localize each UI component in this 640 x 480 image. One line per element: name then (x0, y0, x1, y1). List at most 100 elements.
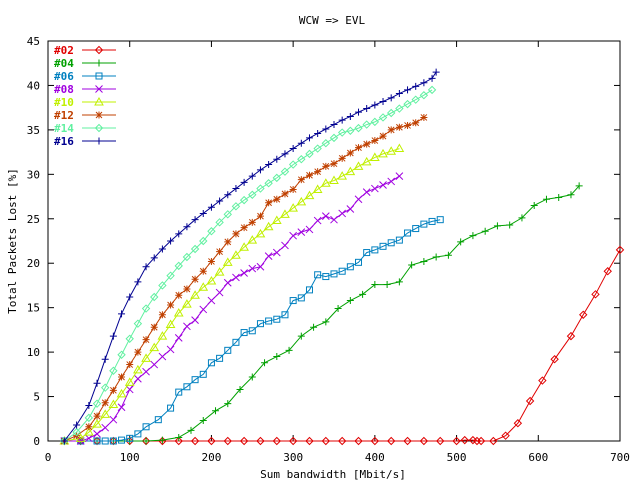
data-point (83, 427, 94, 436)
data-point (321, 212, 330, 220)
data-point (85, 401, 93, 409)
data-point (72, 427, 81, 437)
legend-label: #04 (54, 57, 74, 70)
data-point (100, 409, 111, 418)
data-point (272, 248, 281, 257)
data-point (346, 113, 354, 121)
data-point (403, 99, 412, 109)
data-point (256, 436, 265, 446)
data-point (142, 423, 150, 431)
legend-label: #06 (54, 70, 74, 83)
y-tick-label: 25 (27, 213, 40, 226)
data-point (395, 236, 403, 244)
data-point (199, 236, 208, 246)
legend: #02#04#06#08#10#12#14#16 (54, 44, 116, 148)
y-tick-label: 30 (27, 168, 40, 181)
data-point (305, 134, 313, 142)
data-point (370, 117, 380, 127)
y-tick-label: 20 (27, 257, 40, 270)
data-point (412, 225, 420, 233)
data-point (370, 436, 380, 446)
data-point (239, 242, 249, 251)
data-point (141, 304, 151, 313)
legend-item: #16 (54, 135, 116, 148)
data-point (190, 244, 200, 254)
data-point (199, 209, 207, 217)
data-point (310, 323, 318, 331)
data-point (371, 246, 379, 254)
data-point (158, 245, 166, 253)
data-point (419, 91, 429, 100)
data-point (297, 176, 305, 184)
data-point (150, 360, 159, 369)
data-point (280, 209, 290, 218)
data-point (116, 388, 127, 398)
legend-item: #02 (54, 44, 116, 57)
data-point (207, 359, 215, 367)
data-point (126, 293, 134, 301)
data-point (124, 377, 135, 386)
data-point (109, 386, 117, 394)
data-point (118, 436, 126, 444)
data-point (272, 173, 282, 183)
series-line (64, 249, 621, 442)
data-point (125, 334, 134, 343)
data-point (224, 191, 232, 199)
data-point (175, 291, 183, 299)
data-point (101, 437, 109, 445)
data-point (338, 267, 346, 275)
data-point (182, 252, 192, 262)
data-point (383, 281, 391, 289)
data-point (212, 407, 220, 415)
data-point (95, 137, 103, 145)
series-group (59, 68, 625, 446)
data-point (271, 215, 282, 225)
data-point (273, 315, 281, 323)
legend-item: #10 (54, 96, 116, 109)
data-point (222, 257, 233, 266)
x-tick-label: 700 (610, 451, 630, 464)
data-point (427, 85, 437, 95)
data-point (379, 132, 387, 140)
data-point (142, 437, 150, 445)
data-point (346, 297, 354, 305)
data-point (248, 172, 256, 180)
series-14 (60, 85, 437, 446)
data-point (167, 404, 175, 412)
data-point (206, 275, 217, 285)
x-tick-label: 400 (365, 451, 385, 464)
data-point (126, 361, 134, 369)
data-point (223, 436, 232, 446)
data-point (93, 437, 101, 445)
data-point (207, 296, 216, 305)
data-point (183, 322, 191, 331)
data-point (501, 431, 510, 440)
data-point (371, 281, 379, 289)
data-point (404, 121, 412, 129)
series-line (64, 219, 441, 442)
data-point (216, 248, 224, 256)
data-point (579, 310, 588, 319)
legend-item: #06 (54, 70, 116, 83)
data-point (354, 123, 363, 133)
data-point (338, 116, 346, 124)
y-tick-label: 0 (33, 435, 40, 448)
data-point (542, 195, 550, 203)
data-point (248, 264, 257, 273)
series-12 (60, 113, 428, 445)
data-point (481, 227, 489, 235)
data-point (337, 128, 347, 137)
data-point (183, 223, 191, 231)
data-point (224, 238, 232, 246)
data-point (175, 433, 183, 441)
data-point (280, 167, 290, 176)
data-point (175, 388, 183, 396)
data-point (174, 334, 183, 342)
data-point (395, 104, 404, 113)
data-point (248, 190, 257, 199)
data-point (101, 423, 110, 432)
data-point (92, 399, 102, 408)
data-point (394, 143, 405, 153)
data-point (150, 323, 158, 331)
